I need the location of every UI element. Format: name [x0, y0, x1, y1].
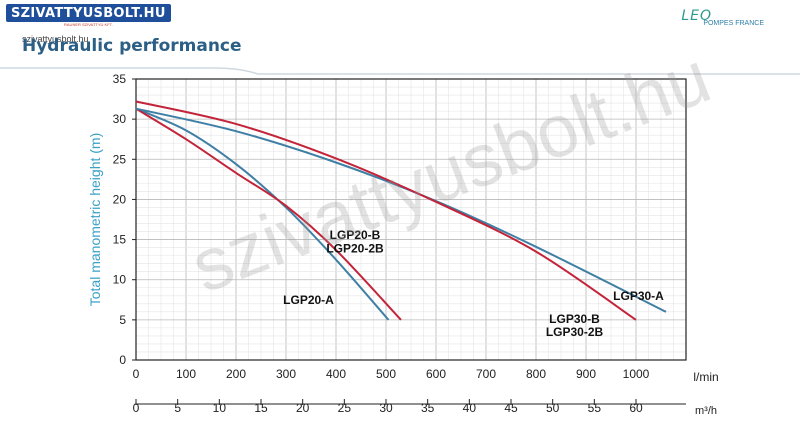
- series-curve-2: [135, 107, 402, 321]
- x-tick-label: 400: [326, 367, 346, 381]
- curve-label: LGP20-2B: [326, 241, 384, 255]
- x2-tick-label: 5: [174, 401, 181, 415]
- x-tick-label: 700: [476, 367, 496, 381]
- series-curve-4: [135, 100, 637, 321]
- x2-tick-label: 30: [379, 401, 393, 415]
- y-axis-title: Total manometric height (m): [87, 133, 103, 307]
- x-tick-label: 200: [226, 367, 246, 381]
- x2-tick-label: 15: [254, 401, 268, 415]
- x2-tick-label: 40: [463, 401, 477, 415]
- series-curve-1: [135, 107, 390, 321]
- site-logo-text: SZIVATTYUSBOLT.HU: [6, 4, 171, 22]
- x2-tick-label: 10: [213, 401, 227, 415]
- x2-tick-label: 0: [133, 401, 140, 415]
- x-tick-label: 0: [133, 367, 140, 381]
- y-tick-label: 0: [119, 353, 126, 367]
- curve-label: LGP20-B: [330, 228, 381, 242]
- x2-tick-label: 55: [588, 401, 602, 415]
- y-tick-label: 15: [113, 233, 127, 247]
- x2-tick-label: 25: [338, 401, 352, 415]
- x-tick-label: 500: [376, 367, 396, 381]
- brand-logo-subtitle: POMPES FRANCE: [703, 20, 764, 27]
- title-underline: [0, 67, 800, 75]
- y-tick-label: 10: [113, 273, 127, 287]
- y-tick-label: 20: [113, 192, 127, 206]
- x-tick-label: 1000: [623, 367, 650, 381]
- x-tick-label: 600: [426, 367, 446, 381]
- curve-label: LGP30-B: [549, 312, 600, 326]
- x-tick-label: 900: [576, 367, 596, 381]
- site-logo[interactable]: SZIVATTYUSBOLT.HU RAUNER SZIVATTYÚ KFT.: [6, 4, 171, 28]
- x-tick-label: 800: [526, 367, 546, 381]
- brand-logo-word: LEO: [681, 8, 712, 24]
- curve-label: LGP20-A: [283, 293, 334, 307]
- x-tick-label: 300: [276, 367, 296, 381]
- x2-tick-label: 60: [629, 401, 643, 415]
- series-curve-3: [135, 107, 667, 313]
- y-tick-label: 25: [113, 152, 127, 166]
- curve-label: LGP30-A: [613, 289, 664, 303]
- curve-label: LGP30-2B: [546, 325, 604, 339]
- page-title: Hydraulic performance: [22, 36, 242, 56]
- plot-frame: [135, 78, 687, 361]
- site-logo-subtitle: RAUNER SZIVATTYÚ KFT.: [64, 22, 113, 27]
- y-tick-label: 35: [113, 72, 127, 86]
- x2-tick-label: 35: [421, 401, 435, 415]
- x-tick-label: 100: [176, 367, 196, 381]
- x-axis-unit-secondary: m³/h: [695, 405, 717, 417]
- x-axis-unit-primary: l/min: [693, 370, 718, 384]
- site-url: szivattyusbolt.hu: [22, 34, 89, 44]
- y-tick-label: 5: [119, 313, 126, 327]
- x2-tick-label: 45: [504, 401, 518, 415]
- x2-tick-label: 20: [296, 401, 310, 415]
- x2-tick-label: 50: [546, 401, 560, 415]
- brand-logo: LEO POMPES FRANCE: [681, 8, 764, 27]
- y-tick-label: 30: [113, 112, 127, 126]
